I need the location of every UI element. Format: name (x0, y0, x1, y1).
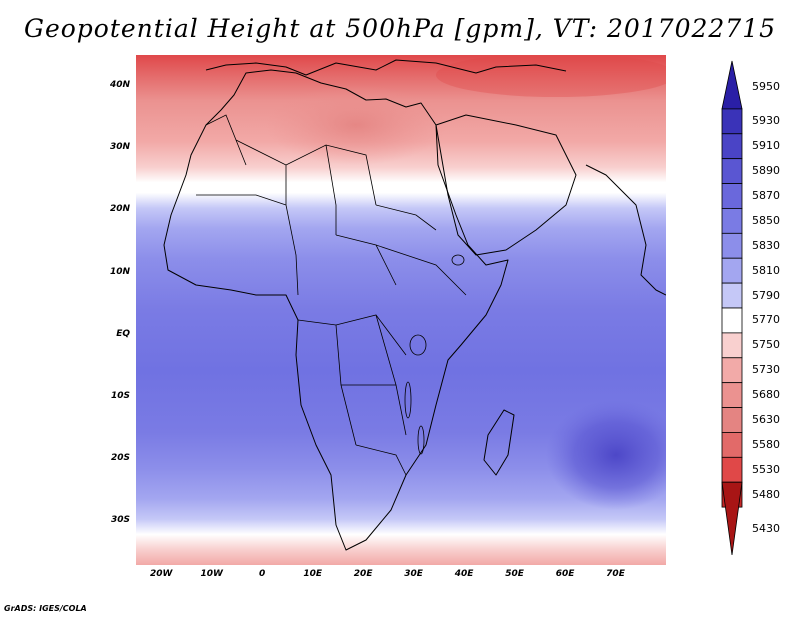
lon-tick-label: 70E (606, 569, 625, 579)
legend-label: 5830 (752, 238, 780, 252)
legend-label: 5870 (752, 189, 780, 202)
lon-tick-label: 50E (505, 569, 524, 579)
legend-label: 5480 (752, 487, 780, 501)
lon-tick-label: 60E (555, 569, 575, 579)
legend-label: 5890 (752, 164, 780, 178)
legend-box (721, 282, 743, 309)
legend-label: 5580 (752, 437, 780, 451)
legend-label: 5530 (752, 462, 780, 476)
legend-label: 5680 (752, 388, 780, 402)
madagascar-coastline (483, 409, 515, 476)
lat-tick-label: 10S (110, 391, 130, 402)
lat-tick-label: 30S (110, 515, 130, 526)
lon-tick-label: 0 (259, 569, 266, 579)
legend-box (721, 158, 743, 184)
lon-tick-label: 10W (200, 569, 223, 579)
lat-tick-label: 10N (109, 266, 130, 277)
legend-box (721, 357, 743, 384)
legend-label: 5950 (752, 79, 780, 93)
legend-box (721, 456, 743, 483)
legend-box (721, 257, 743, 284)
legend-box (721, 307, 743, 334)
arabia-coastline (435, 114, 577, 256)
legend-label: 5430 (752, 522, 780, 536)
lat-tick-label: 30N (109, 142, 130, 153)
country-borders (196, 114, 467, 476)
lon-tick-label: 10E (303, 569, 322, 579)
lat-tick-label: 20N (109, 204, 130, 215)
coastlines (163, 59, 666, 551)
legend-box (721, 108, 743, 135)
legend-box (721, 382, 743, 408)
legend-label: 5790 (752, 288, 780, 302)
europe-coastline (205, 59, 567, 76)
lon-tick-label: 20W (150, 569, 173, 579)
legend-box (721, 407, 743, 433)
contour-north (436, 55, 666, 97)
legend-label: 5810 (752, 263, 780, 277)
legend-label: 5770 (752, 313, 780, 327)
map-title: Geopotential Height at 500hPa [gpm], VT:… (23, 14, 777, 43)
contour-low-indian-ocean (546, 400, 666, 510)
lat-tick-label: 20S (110, 453, 130, 464)
credit-text: GrADS: IGES/COLA (4, 604, 87, 613)
lat-tick-label: 40N (109, 80, 130, 91)
color-legend (721, 60, 743, 556)
lat-tick-label: EQ (116, 328, 130, 339)
map-area (136, 55, 666, 565)
lon-tick-label: 30E (404, 569, 423, 579)
legend-box (721, 432, 743, 458)
india-coastline (585, 164, 666, 296)
lon-tick-label: 40E (454, 569, 474, 579)
legend-box (721, 60, 743, 110)
lon-tick-label: 20E (353, 569, 373, 579)
legend-box (721, 133, 743, 160)
legend-label: 5730 (752, 363, 780, 377)
legend-box (721, 183, 743, 209)
legend-label: 5750 (752, 338, 780, 352)
lakes (404, 254, 465, 455)
height-field-map (136, 55, 666, 565)
contour-sahara (266, 85, 446, 165)
legend-box (721, 208, 743, 234)
legend-label: 5630 (752, 413, 780, 426)
legend-box (721, 332, 743, 359)
legend-box (721, 481, 743, 556)
legend-label: 5930 (752, 114, 780, 128)
africa-coastline (163, 69, 509, 551)
legend-label: 5850 (752, 213, 780, 227)
legend-label: 5910 (752, 139, 780, 153)
legend-box (721, 232, 743, 259)
